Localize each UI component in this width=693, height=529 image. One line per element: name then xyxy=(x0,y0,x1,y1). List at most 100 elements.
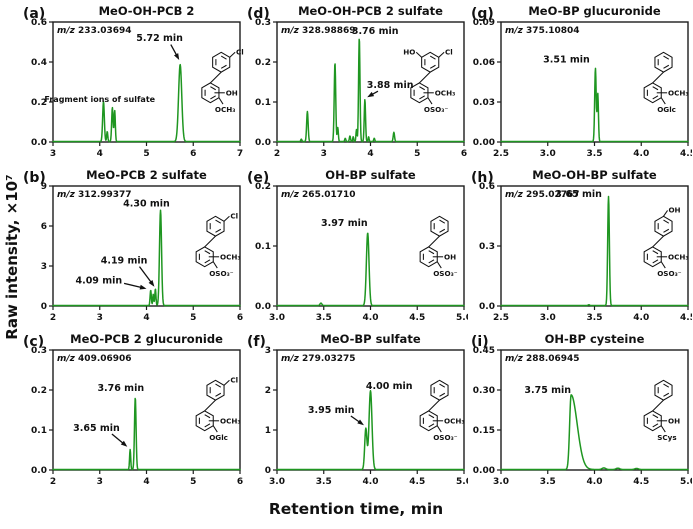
y-tick-label: 0.00 xyxy=(473,466,495,476)
chromatogram-d: (d) MeO-OH-PCB 2 sulfate 0.0 0.1 0.2 0.3 2 3 4 5 6… xyxy=(247,4,467,159)
y-tick-label: 3 xyxy=(265,346,271,356)
y-tick-label: 0.1 xyxy=(255,98,271,108)
chromatogram-h: (h) MeO-OH-BP sulfate 0.0 0.3 0.6 2.5 3.0 3.5 4.… xyxy=(471,168,692,323)
x-tick-label: 3 xyxy=(321,149,327,159)
x-tick-label: 5 xyxy=(190,477,196,487)
panel-b: (b) MeO-PCB 2 sulfate 0 3 6 9 2 3 4 5 6 m/z 312.993… xyxy=(20,166,244,330)
y-tick-label: 9 xyxy=(41,182,47,192)
panel-letter: (b) xyxy=(23,170,46,186)
panel-title: MeO-OH-PCB 2 xyxy=(99,4,195,18)
y-tick-label: 0.2 xyxy=(31,98,47,108)
molecular-structure: OCH₃ OSO₃⁻ xyxy=(419,379,465,442)
svg-text:OSO₃⁻: OSO₃⁻ xyxy=(424,105,449,114)
svg-text:HO: HO xyxy=(403,48,415,57)
x-tick-label: 5 xyxy=(414,149,420,159)
x-tick-label: 5.0 xyxy=(456,313,468,323)
svg-text:OCH₃: OCH₃ xyxy=(220,416,241,425)
svg-text:OH: OH xyxy=(668,416,680,425)
panel-letter: (e) xyxy=(247,170,269,186)
x-tick-label: 5 xyxy=(190,313,196,323)
plot-frame xyxy=(500,349,689,471)
molecular-structure: Cl OCH₃ OGlc xyxy=(195,376,241,442)
mz-annotation: m/z 265.01710 xyxy=(281,190,356,200)
x-tick-label: 4.0 xyxy=(363,313,379,323)
y-tick-label: 3 xyxy=(41,262,47,272)
molecular-structure: OCH₃ OGlc xyxy=(643,51,689,114)
x-tick-label: 4 xyxy=(143,477,149,487)
x-tick-label: 7 xyxy=(237,149,243,159)
chromatogram-trace xyxy=(52,63,241,143)
x-tick-label: 5.0 xyxy=(680,477,692,487)
x-axis-label: Retention time, min xyxy=(268,500,444,518)
chromatogram-c: (c) MeO-PCB 2 glucuronide 0.0 0.1 0.2 0.3 2 3 4 5… xyxy=(23,332,243,487)
x-tick-label: 3 xyxy=(50,149,56,159)
svg-text:OH: OH xyxy=(668,205,680,214)
panel-title: OH-BP sulfate xyxy=(325,168,416,182)
peak-annotation: 3.75 min xyxy=(524,385,571,396)
panel-letter: (g) xyxy=(471,6,494,22)
x-tick-label: 2 xyxy=(50,477,56,487)
x-tick-label: 5 xyxy=(143,149,149,159)
y-tick-label: 0.00 xyxy=(473,138,495,148)
x-tick-label: 6 xyxy=(461,149,467,159)
y-tick-label: 0.1 xyxy=(255,242,271,252)
peak-annotation: 4.19 min xyxy=(101,256,148,267)
peak-annotation: 3.88 min xyxy=(367,80,414,91)
panel-e: (e) OH-BP sulfate 0.0 0.1 0.2 3.0 3.5 4.0 4.5 5.0… xyxy=(244,166,468,330)
x-tick-label: 4.5 xyxy=(409,477,425,487)
svg-text:OGlc: OGlc xyxy=(209,433,228,442)
svg-text:OSO₃⁻: OSO₃⁻ xyxy=(433,269,458,278)
annotation-arrow xyxy=(138,266,154,285)
x-tick-label: 3.5 xyxy=(316,477,332,487)
panel-f: (f) MeO-BP sulfate 0 1 2 3 3.0 3.5 4.0 4.5 5.0 m/z … xyxy=(244,330,468,494)
molecular-structure: Cl OH OCH₃ xyxy=(201,48,244,114)
chromatogram-b: (b) MeO-PCB 2 sulfate 0 3 6 9 2 3 4 5 6 m/z 312.993… xyxy=(23,168,243,323)
x-tick-label: 6 xyxy=(237,477,243,487)
svg-text:OSO₃⁻: OSO₃⁻ xyxy=(657,269,682,278)
x-tick-label: 2.5 xyxy=(493,313,509,323)
x-tick-label: 4 xyxy=(143,313,149,323)
x-tick-label: 4.5 xyxy=(680,313,692,323)
chromatogram-trace xyxy=(276,389,465,471)
panel-letter: (c) xyxy=(23,334,44,350)
panel-title: MeO-OH-PCB 2 sulfate xyxy=(298,4,443,18)
chromatogram-trace xyxy=(276,232,465,307)
peak-annotation: 3.76 min xyxy=(97,383,144,394)
peak-annotation: 3.65 min xyxy=(555,189,602,200)
y-tick-label: 0.06 xyxy=(473,58,495,68)
panel-title: MeO-OH-BP sulfate xyxy=(532,168,657,182)
panel-a: (a) MeO-OH-PCB 2 0.0 0.2 0.4 0.6 3 4 5 6 7 m/z 233.… xyxy=(20,2,244,166)
x-tick-label: 4.5 xyxy=(680,149,692,159)
panel-title: OH-BP cysteine xyxy=(545,332,645,346)
peak-annotation: 3.97 min xyxy=(321,218,368,229)
x-tick-label: 3.5 xyxy=(540,477,556,487)
peak-annotation: 5.72 min xyxy=(136,33,183,44)
svg-text:OCH₃: OCH₃ xyxy=(668,88,689,97)
panel-letter: (d) xyxy=(247,6,270,22)
peak-annotation: 3.95 min xyxy=(308,405,355,416)
y-tick-label: 0.0 xyxy=(255,302,271,312)
x-tick-label: 3.5 xyxy=(587,149,603,159)
mz-annotation: m/z 375.10804 xyxy=(505,26,580,36)
y-tick-label: 0 xyxy=(41,302,47,312)
peak-annotation: 3.65 min xyxy=(73,423,120,434)
x-tick-label: 3.0 xyxy=(540,149,556,159)
svg-text:OCH₃: OCH₃ xyxy=(668,252,689,261)
molecular-structure: OH SCys xyxy=(643,379,680,442)
y-tick-label: 0.09 xyxy=(473,18,495,28)
y-tick-label: 0.15 xyxy=(473,426,495,436)
y-tick-label: 0.0 xyxy=(255,138,271,148)
molecular-structure: Cl OCH₃ OSO₃⁻ xyxy=(195,212,241,278)
panel-title: MeO-PCB 2 glucuronide xyxy=(70,332,223,346)
svg-text:OSO₃⁻: OSO₃⁻ xyxy=(433,433,458,442)
peak-annotation: 3.76 min xyxy=(352,26,399,37)
x-tick-label: 6 xyxy=(237,313,243,323)
plot-frame xyxy=(276,349,465,471)
svg-text:OH: OH xyxy=(444,252,456,261)
x-tick-label: 6 xyxy=(190,149,196,159)
panel-h: (h) MeO-OH-BP sulfate 0.0 0.3 0.6 2.5 3.0 3.5 4.… xyxy=(468,166,692,330)
x-tick-label: 4.5 xyxy=(409,313,425,323)
svg-text:Cl: Cl xyxy=(230,376,238,385)
y-tick-label: 0.3 xyxy=(31,346,47,356)
y-tick-label: 0.45 xyxy=(473,346,495,356)
